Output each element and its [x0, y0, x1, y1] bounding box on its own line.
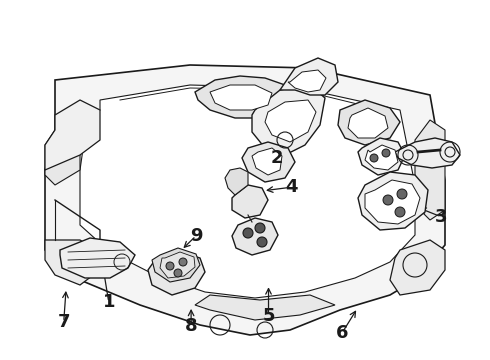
Circle shape [370, 154, 378, 162]
Polygon shape [365, 145, 398, 170]
Polygon shape [395, 138, 460, 168]
Polygon shape [232, 185, 268, 218]
Text: 8: 8 [185, 317, 197, 335]
Text: 2: 2 [270, 149, 283, 167]
Polygon shape [358, 172, 428, 230]
Circle shape [166, 262, 174, 270]
Circle shape [397, 189, 407, 199]
Polygon shape [45, 240, 100, 285]
Polygon shape [348, 108, 388, 138]
Polygon shape [152, 248, 200, 282]
Text: 7: 7 [57, 313, 70, 331]
Text: 6: 6 [336, 324, 348, 342]
Polygon shape [148, 252, 205, 295]
Text: 9: 9 [190, 227, 202, 245]
Polygon shape [160, 252, 195, 278]
Circle shape [255, 223, 265, 233]
Polygon shape [225, 168, 248, 195]
Text: 3: 3 [435, 208, 447, 226]
Polygon shape [358, 138, 405, 175]
Polygon shape [242, 142, 295, 182]
Polygon shape [195, 295, 335, 320]
Polygon shape [195, 76, 295, 118]
Polygon shape [45, 115, 80, 185]
Polygon shape [80, 85, 415, 298]
Circle shape [174, 269, 182, 277]
Polygon shape [210, 85, 272, 110]
Circle shape [395, 207, 405, 217]
Polygon shape [338, 100, 400, 145]
Polygon shape [288, 70, 326, 92]
Circle shape [257, 237, 267, 247]
Polygon shape [252, 148, 282, 175]
Polygon shape [45, 100, 100, 170]
Polygon shape [60, 238, 135, 278]
Circle shape [179, 258, 187, 266]
Text: 1: 1 [102, 293, 115, 311]
Text: 4: 4 [285, 178, 298, 196]
Polygon shape [415, 120, 445, 220]
Polygon shape [390, 240, 445, 295]
Polygon shape [45, 65, 445, 335]
Polygon shape [232, 218, 278, 255]
Text: 5: 5 [262, 307, 275, 325]
Polygon shape [365, 180, 420, 224]
Polygon shape [252, 85, 325, 155]
Circle shape [383, 195, 393, 205]
Polygon shape [265, 100, 316, 142]
Polygon shape [280, 58, 338, 95]
Circle shape [243, 228, 253, 238]
Circle shape [382, 149, 390, 157]
